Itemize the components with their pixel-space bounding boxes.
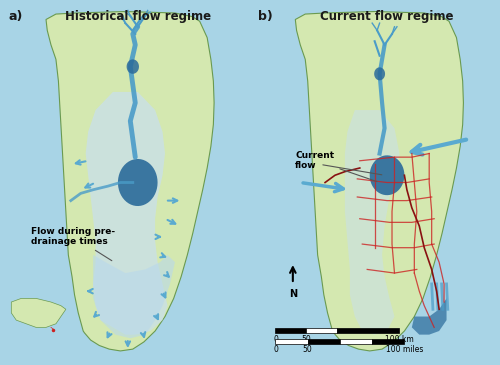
Bar [276,339,308,344]
Text: 0: 0 [273,346,278,354]
Text: 100 miles: 100 miles [386,346,423,354]
Polygon shape [374,67,385,80]
Bar [338,328,400,333]
Bar [372,339,404,344]
Text: b): b) [258,11,273,23]
Bar [308,339,340,344]
Polygon shape [118,159,158,206]
Text: a): a) [9,11,23,23]
Polygon shape [296,12,464,351]
Bar [276,328,306,333]
Bar [306,328,338,333]
Polygon shape [412,299,446,335]
Polygon shape [46,12,214,351]
Polygon shape [93,255,175,338]
Polygon shape [345,110,400,335]
Text: 50: 50 [302,335,312,343]
Polygon shape [12,299,66,327]
Text: Historical flow regime: Historical flow regime [64,11,211,23]
Text: 0: 0 [273,335,278,343]
Text: Current
flow: Current flow [296,151,377,182]
Text: 100 km: 100 km [385,335,414,343]
Text: Flow during pre-
drainage times: Flow during pre- drainage times [31,227,116,261]
Text: N: N [289,289,297,299]
Polygon shape [370,155,404,195]
Polygon shape [126,59,139,74]
Polygon shape [86,92,168,335]
Text: Current flow regime: Current flow regime [320,11,454,23]
Bar [340,339,372,344]
Text: 50: 50 [303,346,312,354]
